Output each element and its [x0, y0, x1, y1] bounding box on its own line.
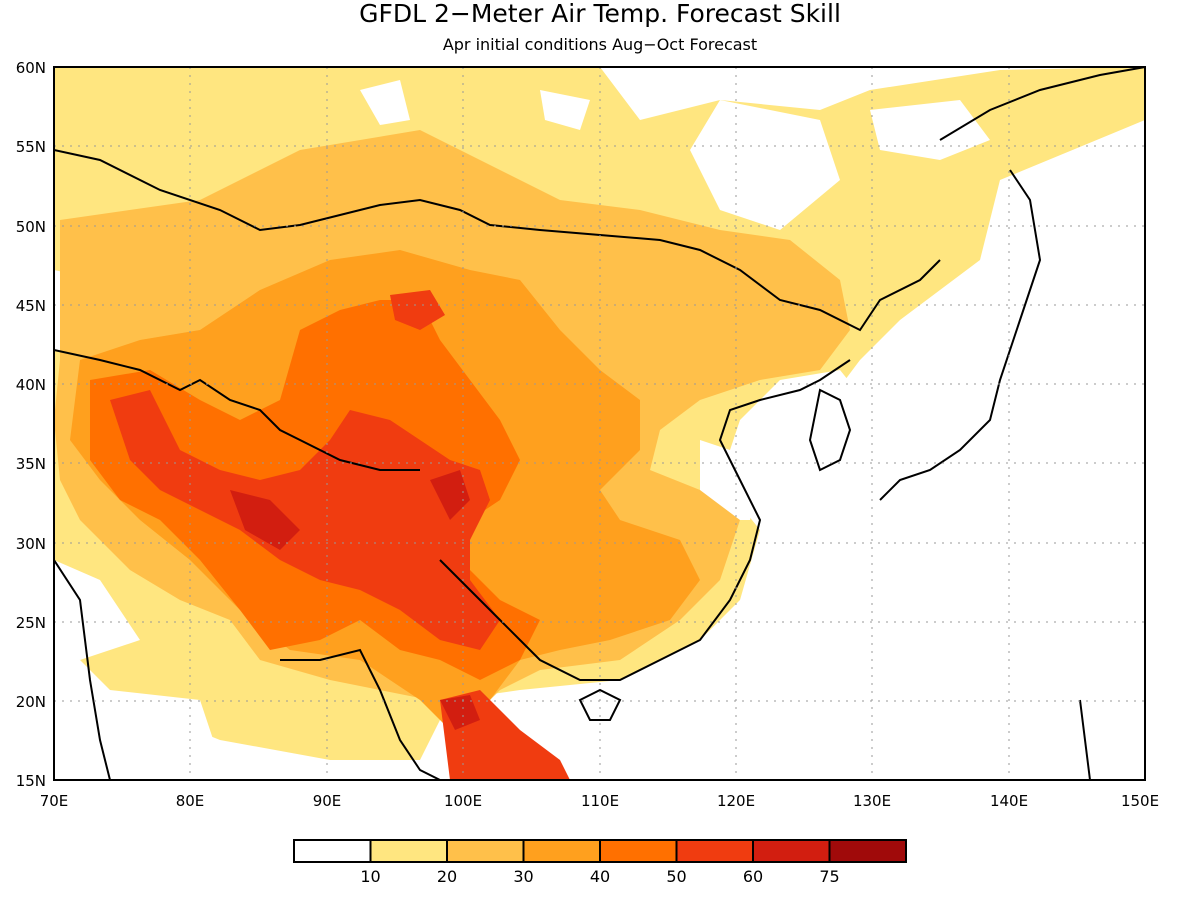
colorbar-swatch: [599, 839, 678, 863]
lat-tick-label: 15N: [16, 772, 46, 790]
lat-tick-label: 25N: [16, 614, 46, 632]
lat-tick-label: 55N: [16, 138, 46, 156]
lon-tick-label: 130E: [853, 792, 891, 810]
colorbar-label: 50: [666, 867, 686, 886]
skill-region-50: [110, 390, 500, 650]
lon-tick-label: 140E: [990, 792, 1028, 810]
lat-tick-label: 30N: [16, 535, 46, 553]
lat-tick-label: 35N: [16, 455, 46, 473]
lon-tick-label: 80E: [176, 792, 205, 810]
colorbar-label: 40: [590, 867, 610, 886]
lon-tick-label: 100E: [444, 792, 482, 810]
lon-tick-label: 150E: [1121, 792, 1159, 810]
colorbar-swatch: [752, 839, 831, 863]
lat-tick-label: 60N: [16, 59, 46, 77]
colorbar-label: 10: [360, 867, 380, 886]
skill-field: [54, 67, 1145, 780]
colorbar-label: 75: [819, 867, 839, 886]
colorbar-swatch: [522, 839, 601, 863]
lon-tick-label: 70E: [40, 792, 69, 810]
gridlines: [54, 67, 1145, 780]
map-subtitle: Apr initial conditions Aug−Oct Forecast: [443, 35, 757, 54]
colorbar-label: 20: [437, 867, 457, 886]
lon-tick-label: 120E: [717, 792, 755, 810]
colorbar-swatch: [293, 839, 372, 863]
lon-tick-label: 110E: [581, 792, 619, 810]
lat-tick-labels: 60N 55N 50N 45N 40N 35N 30N 25N 20N 15N: [16, 59, 46, 790]
colorbar-label: 30: [513, 867, 533, 886]
lat-tick-label: 40N: [16, 376, 46, 394]
colorbar-swatch: [828, 839, 907, 863]
lon-tick-labels: 70E 80E 90E 100E 110E 120E 130E 140E 150…: [40, 792, 1159, 810]
map-title: GFDL 2−Meter Air Temp. Forecast Skill: [359, 0, 841, 28]
plot-frame: [53, 66, 1146, 781]
colorbar-label: 60: [743, 867, 763, 886]
lat-tick-label: 45N: [16, 297, 46, 315]
colorbar-swatch: [369, 839, 448, 863]
skill-region-50-north: [390, 290, 445, 330]
colorbar-swatch: [446, 839, 525, 863]
lat-tick-label: 50N: [16, 218, 46, 236]
lon-tick-label: 90E: [313, 792, 342, 810]
colorbar: 10 20 30 40 50 60 75: [293, 839, 907, 886]
skill-region-60: [230, 470, 480, 730]
coastlines: [54, 67, 1145, 780]
lat-tick-label: 20N: [16, 693, 46, 711]
colorbar-swatch: [675, 839, 754, 863]
